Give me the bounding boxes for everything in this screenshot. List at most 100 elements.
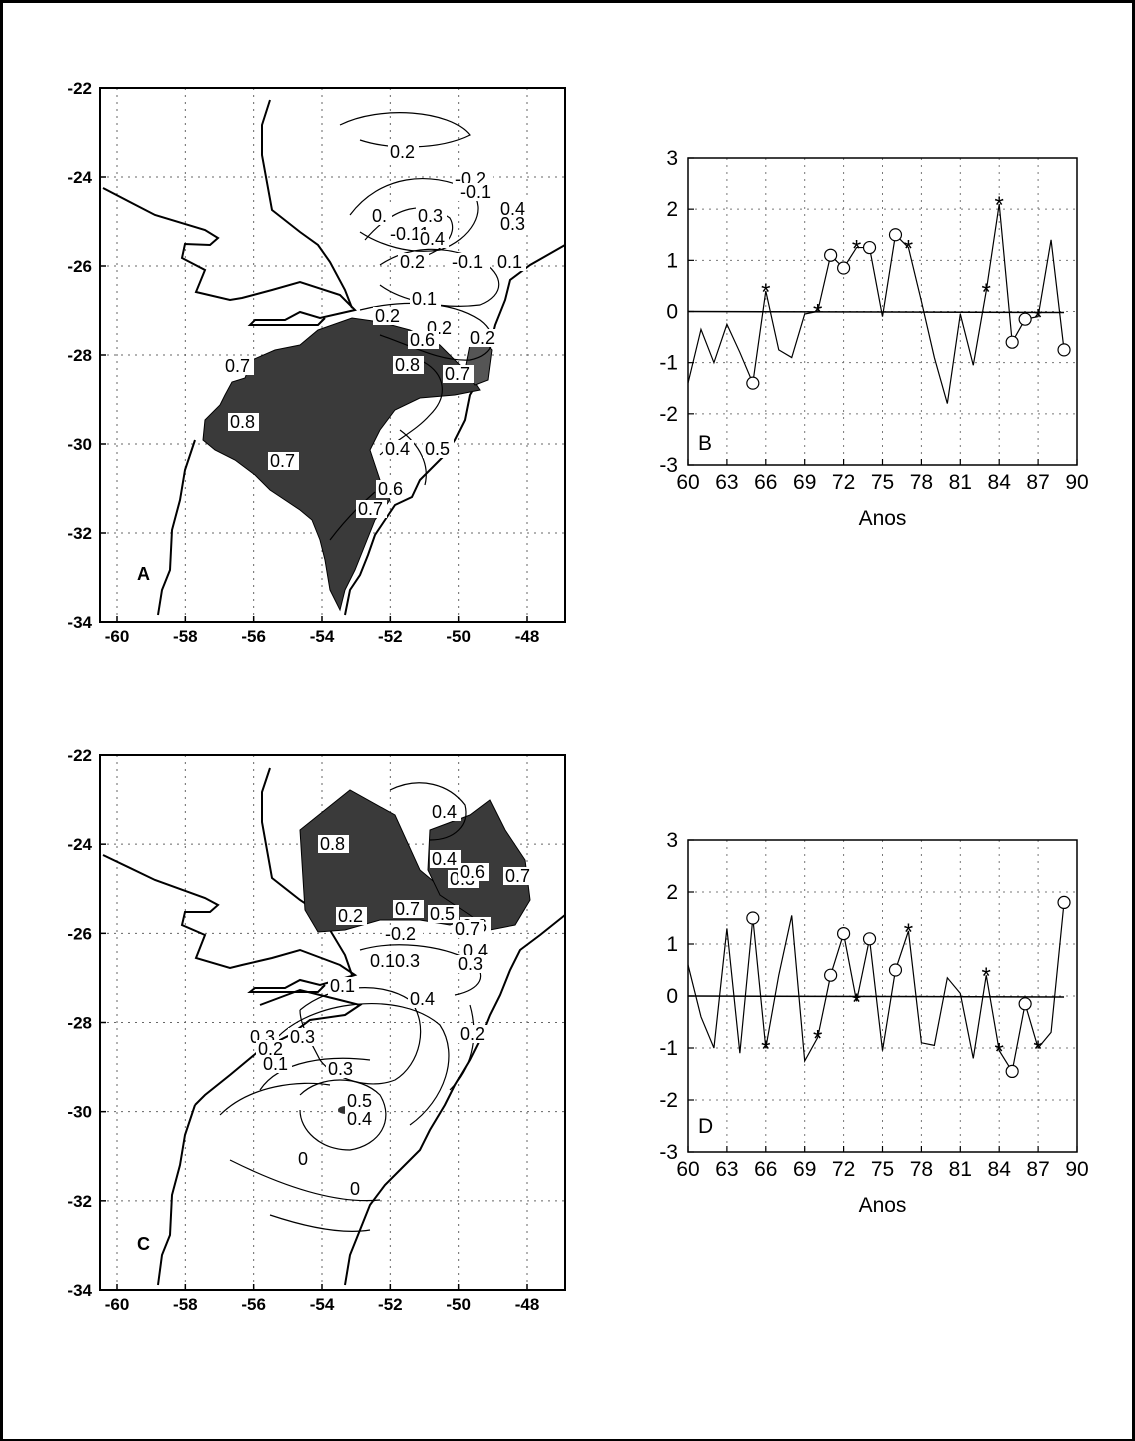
map-y-tick-label: -24 (67, 168, 92, 187)
ts-x-tick-label: 60 (676, 1158, 699, 1181)
contour-label: 0.4 (383, 439, 414, 459)
ts-circle-marker (1005, 1064, 1019, 1079)
contour-label-text: 0.4 (347, 1109, 372, 1129)
contour-label-bg (443, 365, 474, 383)
contour-label-bg (288, 1028, 319, 1046)
contour-label: 0.5 (345, 1091, 376, 1111)
contour-label-text: -0.1 (460, 182, 491, 202)
contour-label-bg (418, 230, 449, 248)
contour-label-bg (348, 1180, 361, 1198)
contour-label-bg (373, 307, 404, 325)
contour-label-text: 0.2 (258, 1039, 283, 1059)
ts-x-tick-label: 60 (676, 471, 699, 494)
contour-label-text: 0.1 (497, 252, 522, 272)
map-c-border-west (194, 988, 363, 1106)
contour-label: 0.2 (336, 906, 367, 926)
map-c-contour (449, 1004, 475, 1091)
map-y-tick-label: -26 (67, 924, 92, 943)
map-y-tick-label: -32 (67, 524, 92, 543)
ts-x-tick-label: 87 (1026, 1158, 1049, 1181)
ts-x-tick-label: 63 (715, 1158, 738, 1181)
contour-label-bg (458, 183, 498, 201)
contour-label-bg (388, 143, 419, 161)
contour-label: 0 (296, 1149, 309, 1169)
contour-label-text: 0.1 (330, 976, 355, 996)
map-y-tick-label: -28 (67, 346, 92, 365)
map-y-tick-label: -22 (67, 746, 92, 765)
contour-label: 0.2 (388, 142, 419, 162)
map-y-tick-label: -34 (67, 613, 92, 632)
map-x-tick-label: -54 (310, 627, 335, 646)
ts-y-tick-label: -3 (659, 1141, 678, 1164)
contour-label-bg (430, 803, 461, 821)
contour-label-text: -0.2 (385, 924, 416, 944)
contour-label: 0.1 (410, 289, 441, 309)
ts-panel-label: D (698, 1115, 713, 1138)
contour-label-bg (503, 867, 534, 885)
contour-label-text: 0.3 (500, 214, 525, 234)
contour-label-bg (498, 215, 529, 233)
map-a-shaded-region (202, 317, 481, 612)
ts-star-marker: * (1033, 1036, 1042, 1063)
contour-label: 0.8 (393, 355, 424, 375)
ts-x-tick-label: 75 (871, 1158, 894, 1181)
map-panel-label: C (137, 1234, 150, 1254)
map-x-tick-label: -60 (105, 1295, 130, 1314)
ts-x-tick-label: 78 (910, 1158, 933, 1181)
ts-star-marker: * (761, 1036, 770, 1063)
contour-label-text: 0.8 (395, 355, 420, 375)
map-c-contour (299, 987, 422, 1085)
contour-label-text: -0.1 (452, 252, 483, 272)
map-panel-c: -60 -58 -56 -54 -52 -50 -48 -22 -24 -26 -28 -30 -32 -… (67, 746, 566, 1314)
map-x-tick-label: -58 (173, 1295, 198, 1314)
contour-label: 0.4 (408, 989, 439, 1009)
contour-label-text: 0 (350, 1179, 360, 1199)
contour-label-text: 0 (298, 1149, 308, 1169)
contour-label-text: 0.7 (395, 899, 420, 919)
ts-star-marker: * (995, 1039, 1004, 1066)
map-c-border-paraguay (102, 854, 358, 993)
map-y-tick-label: -26 (67, 257, 92, 276)
contour-label-bg (383, 440, 414, 458)
contour-label-text: 0.2 (375, 306, 400, 326)
ts-x-tick-label: 84 (988, 471, 1012, 494)
ts-y-tick-label: 1 (666, 933, 678, 956)
ts-panel-label: B (698, 432, 712, 455)
contour-label-text: 0.4 (432, 802, 457, 822)
contour-label-text: 0.10.3 (370, 951, 420, 971)
contour-label: 0.3 (416, 206, 447, 226)
contour-label: 0.7 (223, 356, 254, 376)
contour-label-text: 0.4 (420, 229, 445, 249)
ts-series-line (687, 203, 1065, 404)
ts-y-tick-label: 3 (666, 147, 678, 170)
ts-circle-marker (824, 248, 838, 262)
ts-circle-marker (824, 968, 838, 982)
contour-label: 0.8 (318, 834, 349, 854)
contour-label-text: 0.7 (445, 364, 470, 384)
map-panel-label: A (137, 564, 150, 584)
contour-label-bg (423, 440, 454, 458)
contour-label-bg (498, 200, 529, 218)
contour-label-bg (326, 1060, 357, 1078)
map-x-tick-label: -58 (173, 627, 198, 646)
map-a-border-paraguay (102, 187, 357, 326)
contour-label-bg (376, 480, 407, 498)
ts-x-tick-label: 90 (1065, 471, 1088, 494)
contour-label: 0.7 (268, 451, 299, 471)
contour-label: 0.5 (428, 904, 459, 924)
contour-label: 0.4 (498, 199, 529, 219)
contour-label-bg (458, 863, 489, 881)
contour-label-bg (261, 1055, 292, 1073)
ts-x-tick-label: 78 (910, 471, 933, 494)
ts-star-marker: * (995, 192, 1004, 219)
map-x-tick-label: -52 (378, 1295, 403, 1314)
ts-star-marker: * (813, 1026, 822, 1053)
ts-y-tick-label: 2 (666, 198, 678, 221)
contour-label-bg (393, 356, 424, 374)
contour-label-text: 0.2 (460, 1024, 485, 1044)
ts-circle-marker (1018, 997, 1032, 1011)
contour-label: -0.1 (450, 252, 490, 272)
map-c-contour (229, 1159, 381, 1202)
contour-label-text: 0.4 (410, 989, 435, 1009)
